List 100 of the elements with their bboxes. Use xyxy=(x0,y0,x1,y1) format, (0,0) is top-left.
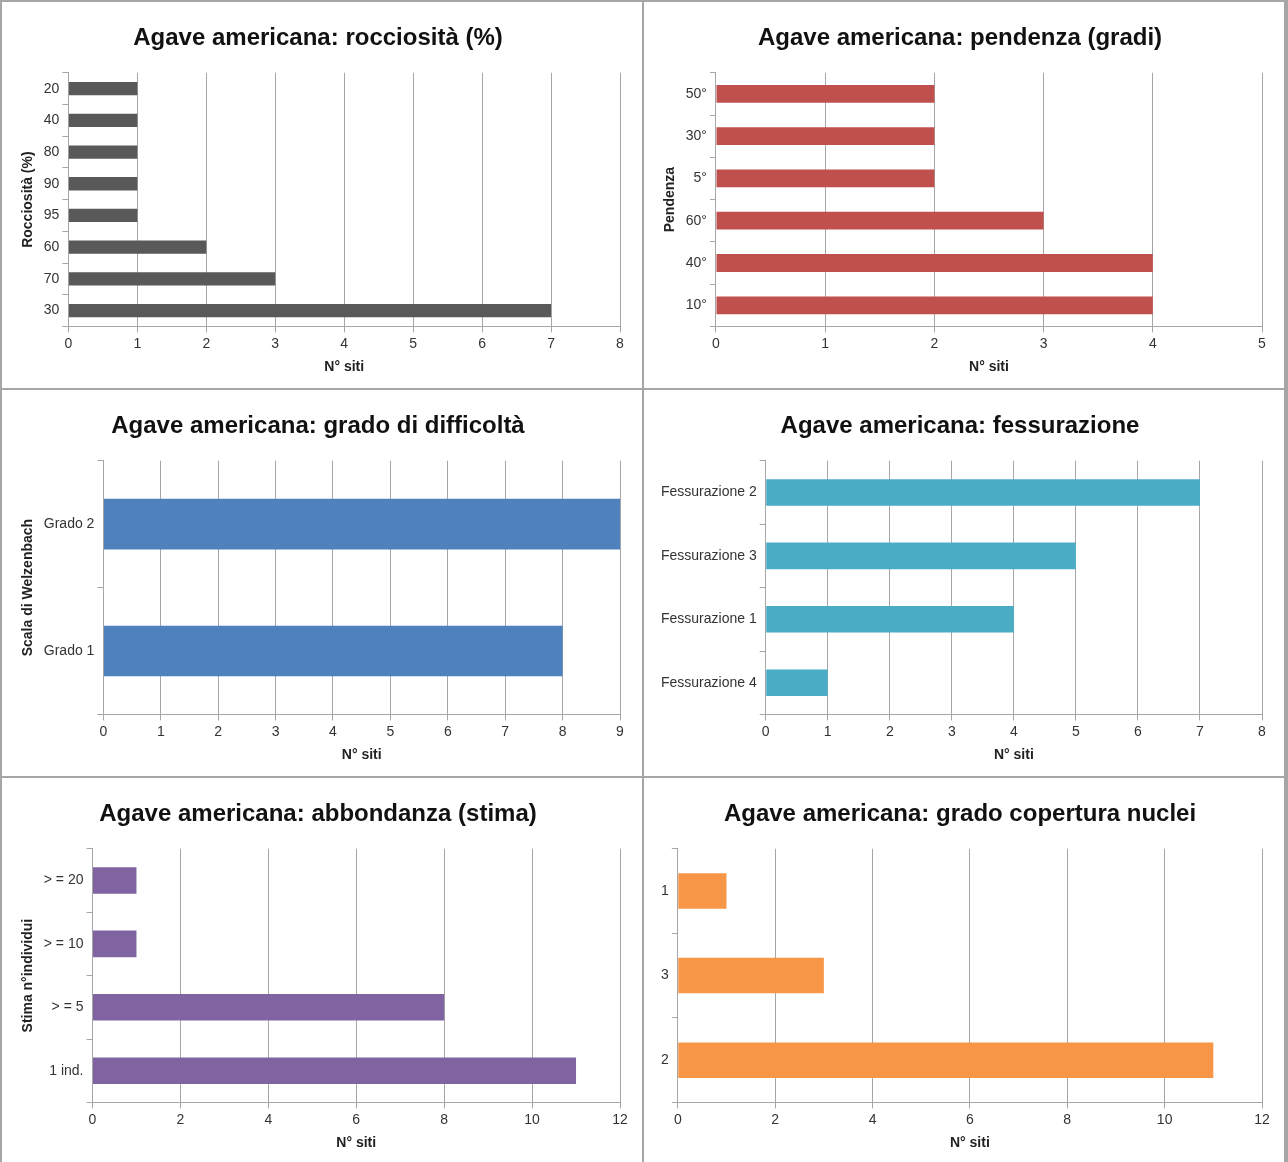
x-axis-title: N° siti xyxy=(324,358,365,375)
y-tick-label: Grado 2 xyxy=(43,515,95,532)
bar xyxy=(716,169,935,188)
bar xyxy=(766,542,1076,570)
bar xyxy=(716,296,1153,315)
y-tick-label: 80 xyxy=(43,142,60,159)
x-tick-label: 5 xyxy=(386,722,395,739)
y-tick-label: Fessurazione 1 xyxy=(661,610,757,627)
x-tick-label: 8 xyxy=(616,334,625,351)
x-tick-label: 3 xyxy=(271,334,280,351)
y-tick-label: Fessurazione 2 xyxy=(661,483,757,500)
chart-title: Agave americana: pendenza (gradi) xyxy=(757,23,1163,51)
y-tick-label: 60 xyxy=(43,238,60,255)
x-tick-label: 6 xyxy=(478,334,487,351)
x-tick-label: 3 xyxy=(947,722,956,739)
bar xyxy=(68,113,138,128)
x-tick-label: 1 xyxy=(133,334,142,351)
bar xyxy=(678,957,824,994)
y-tick-label: 5° xyxy=(693,169,707,186)
bar xyxy=(716,127,935,146)
x-tick-label: 4 xyxy=(264,1110,273,1127)
y-tick-label: 1 xyxy=(660,881,669,898)
x-tick-label: 2 xyxy=(202,334,211,351)
y-tick-label: Fessurazione 4 xyxy=(661,673,757,690)
y-tick-label: Grado 1 xyxy=(43,641,95,658)
x-tick-label: 6 xyxy=(443,722,452,739)
y-axis-title: Rocciosità (%) xyxy=(19,151,36,248)
y-tick-label: 20 xyxy=(43,79,60,96)
x-tick-label: 0 xyxy=(88,1110,97,1127)
x-tick-label: 3 xyxy=(271,722,280,739)
y-tick-label: 30° xyxy=(685,127,707,144)
bar xyxy=(716,254,1153,272)
y-tick-label: 95 xyxy=(43,206,60,223)
y-tick-label: > = 10 xyxy=(43,934,84,951)
x-tick-label: 8 xyxy=(1258,722,1267,739)
bar xyxy=(93,1057,577,1085)
bar xyxy=(766,669,828,697)
y-tick-label: 2 xyxy=(660,1050,669,1067)
bar xyxy=(678,873,727,909)
x-tick-label: 1 xyxy=(823,722,832,739)
x-tick-label: 0 xyxy=(64,334,73,351)
x-tick-label: 7 xyxy=(1196,722,1205,739)
x-tick-label: 12 xyxy=(612,1110,628,1127)
y-tick-label: 60° xyxy=(685,211,707,228)
y-tick-label: > = 5 xyxy=(51,998,84,1015)
bar xyxy=(68,208,138,223)
x-tick-label: 8 xyxy=(1063,1110,1072,1127)
y-tick-label: 3 xyxy=(660,966,669,983)
x-tick-label: 4 xyxy=(1009,722,1018,739)
x-tick-label: 7 xyxy=(547,334,556,351)
x-tick-label: 0 xyxy=(673,1110,682,1127)
y-axis-title: Scala di Welzenbach xyxy=(19,518,36,657)
bar xyxy=(93,930,137,958)
x-tick-label: 9 xyxy=(616,722,625,739)
x-tick-label: 0 xyxy=(712,334,721,351)
bar xyxy=(93,867,137,894)
bar xyxy=(68,303,552,318)
y-tick-label: 40 xyxy=(43,111,60,128)
x-tick-label: 5 xyxy=(1072,722,1080,739)
bar xyxy=(716,211,1044,230)
x-tick-label: 5 xyxy=(409,334,418,351)
x-tick-label: 12 xyxy=(1254,1110,1270,1127)
y-tick-label: 1 ind. xyxy=(49,1061,84,1078)
x-tick-label: 6 xyxy=(965,1110,974,1127)
x-tick-label: 4 xyxy=(340,334,349,351)
y-tick-label: 90 xyxy=(43,174,60,191)
x-tick-label: 2 xyxy=(214,722,223,739)
x-tick-label: 4 xyxy=(1148,334,1157,351)
x-tick-label: 2 xyxy=(885,722,894,739)
y-tick-label: 10° xyxy=(685,296,707,313)
y-tick-label: 40° xyxy=(685,253,707,270)
x-tick-label: 2 xyxy=(930,334,939,351)
x-axis-title: N° siti xyxy=(341,746,382,763)
x-tick-label: 2 xyxy=(176,1110,185,1127)
y-tick-label: 30 xyxy=(43,301,60,318)
x-tick-label: 7 xyxy=(501,722,510,739)
chart-title: Agave americana: grado di difficoltà xyxy=(111,411,526,439)
chart-title: Agave americana: grado copertura nuclei xyxy=(723,799,1197,827)
x-tick-label: 4 xyxy=(329,722,338,739)
x-tick-label: 6 xyxy=(1134,722,1143,739)
y-axis-title: Pendenza xyxy=(661,166,678,233)
x-axis-title: N° siti xyxy=(993,746,1034,763)
bar xyxy=(678,1042,1214,1078)
y-tick-label: 70 xyxy=(43,269,60,286)
bar xyxy=(68,177,138,191)
x-tick-label: 3 xyxy=(1039,334,1048,351)
y-tick-label: 50° xyxy=(685,84,707,101)
x-tick-label: 4 xyxy=(868,1110,877,1127)
y-axis-title: Stima n°individui xyxy=(19,918,36,1033)
x-tick-label: 5 xyxy=(1258,334,1267,351)
x-tick-label: 6 xyxy=(352,1110,361,1127)
x-tick-label: 10 xyxy=(1156,1110,1173,1127)
x-tick-label: 8 xyxy=(558,722,567,739)
chart-title: Agave americana: abbondanza (stima) xyxy=(99,799,537,827)
x-tick-label: 10 xyxy=(524,1110,541,1127)
bar xyxy=(68,81,138,96)
x-axis-title: N° siti xyxy=(949,1134,990,1151)
chart-title: Agave americana: fessurazione xyxy=(780,411,1140,439)
x-tick-label: 8 xyxy=(440,1110,449,1127)
bar xyxy=(766,605,1014,633)
